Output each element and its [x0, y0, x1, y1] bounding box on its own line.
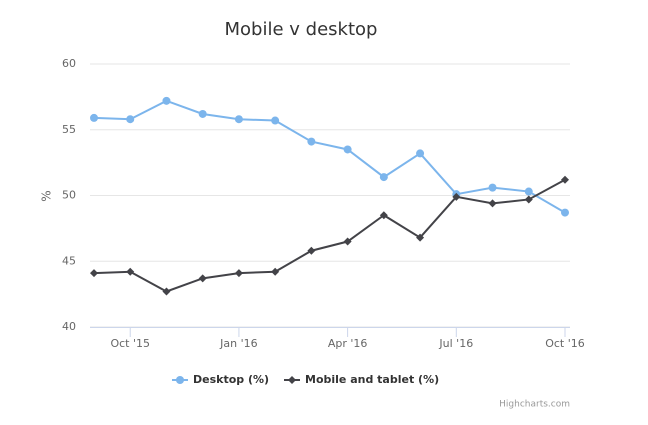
point — [271, 116, 280, 125]
y-axis-label: % — [40, 190, 54, 201]
point — [379, 173, 388, 182]
y-tick-label: 55 — [62, 123, 76, 136]
point — [416, 149, 425, 158]
series-line — [93, 178, 566, 293]
legend-label: Mobile and tablet (%) — [305, 373, 439, 386]
point — [307, 246, 316, 255]
point — [234, 115, 243, 124]
y-tick-label: 50 — [62, 189, 76, 202]
point — [162, 287, 171, 296]
point — [488, 183, 497, 192]
x-tick-label: Apr '16 — [328, 337, 368, 350]
legend-marker — [176, 376, 184, 384]
x-tick-label: Jul '16 — [438, 337, 473, 350]
point — [343, 237, 352, 246]
point — [126, 115, 135, 124]
y-tick-label: 40 — [62, 320, 76, 333]
point — [198, 109, 207, 118]
point — [561, 175, 569, 184]
point — [271, 267, 280, 276]
legend-marker — [288, 376, 296, 384]
point — [198, 274, 207, 283]
y-tick-label: 45 — [62, 254, 76, 267]
y-tick-label: 60 — [62, 57, 76, 70]
point — [90, 113, 98, 122]
point — [126, 267, 135, 276]
point — [162, 96, 171, 105]
point — [343, 145, 352, 154]
point — [561, 208, 569, 217]
point — [524, 187, 533, 196]
credits: Highcharts.com — [499, 400, 570, 410]
point — [452, 192, 461, 201]
point — [524, 195, 533, 204]
point — [416, 233, 425, 242]
x-tick-label: Oct '16 — [545, 337, 585, 350]
point — [90, 269, 98, 278]
point — [307, 137, 316, 146]
point — [234, 269, 243, 278]
chart-title: Mobile v desktop — [225, 19, 378, 40]
x-tick-label: Oct '15 — [110, 337, 150, 350]
series-line — [93, 99, 566, 214]
x-tick-label: Jan '16 — [219, 337, 257, 350]
legend-label: Desktop (%) — [193, 373, 269, 386]
point — [488, 199, 497, 208]
point — [379, 211, 388, 220]
